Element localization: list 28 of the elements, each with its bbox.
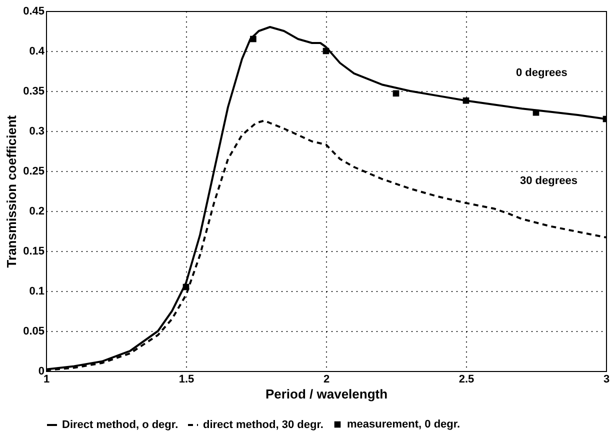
point: [392, 90, 400, 97]
y-tick-label: 0: [38, 366, 44, 378]
x-tick-label: 1.5: [178, 374, 194, 386]
y-tick-label: 0.4: [29, 46, 46, 58]
y-tick-label: 0.45: [23, 6, 44, 18]
y-tick-label: 0.15: [23, 246, 44, 258]
y-tick-label: 0.2: [29, 206, 44, 218]
x-tick-label: 1: [43, 374, 50, 386]
y-tick-label: 0.3: [29, 126, 44, 138]
point: [322, 48, 330, 54]
x-tick-label: 3: [603, 374, 610, 386]
x-axis-title: Period / wavelength: [265, 386, 388, 402]
y-tick-label: 0.1: [29, 286, 44, 298]
y-tick-label: 0.05: [23, 326, 44, 338]
annotation: 0 degrees: [516, 67, 568, 79]
point: [532, 109, 540, 116]
x-tick-label: 2.5: [458, 374, 474, 386]
legend-label: Direct method, o degr.: [62, 419, 178, 431]
y-tick-label: 0.25: [23, 166, 44, 178]
y-axis-title: Transmission coefficient: [4, 114, 20, 268]
y-tick-label: 0.35: [23, 86, 44, 98]
legend-label: direct method, 30 degr.: [203, 419, 324, 431]
point: [250, 36, 256, 42]
x-tick-label: 2: [323, 374, 330, 386]
legend-label: measurement, 0 degr.: [347, 418, 460, 430]
annotation: 30 degrees: [520, 175, 578, 187]
point: [462, 97, 470, 104]
point: [182, 284, 190, 290]
